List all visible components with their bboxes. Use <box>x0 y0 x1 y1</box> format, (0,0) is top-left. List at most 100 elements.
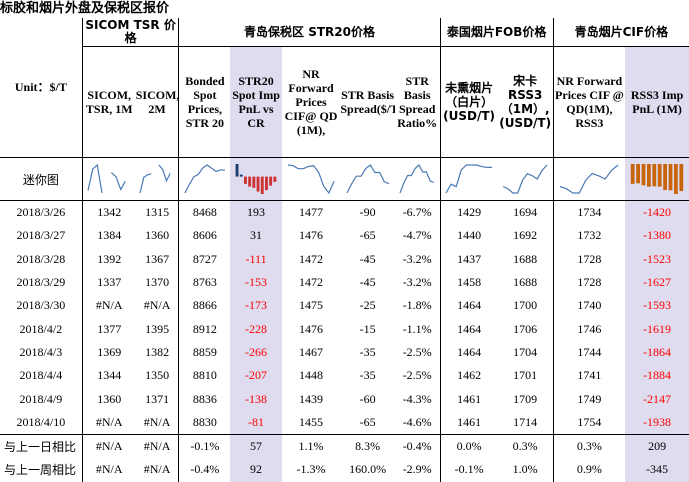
cell-c7: -1.1% <box>402 321 432 336</box>
summary-cell-c2: #N/A <box>143 462 171 477</box>
cell-c4: -173 <box>230 294 282 318</box>
cell-c4: -266 <box>230 340 282 365</box>
group-sicom: SICOM TSR 价格 <box>81 18 179 47</box>
cell-c1: 1392 <box>81 247 136 271</box>
summary-cell-c1: #N/A <box>81 458 136 482</box>
row-date: 2018/4/4 <box>19 368 63 383</box>
col-header-rss3-pnl: RSS3 Imp PnL (1M) <box>625 46 689 158</box>
bar-sparkline-c4 <box>230 157 282 201</box>
summary-cell-c10: 0.9% <box>552 458 626 482</box>
group-qingdao-str20: 青岛保税区 STR20价格 <box>178 18 441 47</box>
summary-cell-c6: 160.0% <box>349 462 387 477</box>
cell-c10: 1740 <box>552 294 626 318</box>
row-date: 2018/4/2 <box>19 321 63 336</box>
cell-c2: 1370 <box>145 275 170 290</box>
cell-c2: 1360 <box>145 228 170 243</box>
sparkline-bar <box>256 176 260 192</box>
cell-c6: -65 <box>340 410 395 435</box>
cell-c5: 1455 <box>281 410 341 435</box>
cell-c8: 1462 <box>439 364 498 388</box>
cell-c10: 1749 <box>552 387 626 411</box>
col-header-str20-pnl: STR20 Spot Imp PnL vs CR <box>230 46 282 158</box>
sparkline-path <box>399 164 435 194</box>
sparkline-c3 <box>178 157 231 201</box>
cell-c10: 1732 <box>552 224 626 248</box>
cell-c11: -1593 <box>625 294 689 318</box>
cell-c5: 1448 <box>299 368 324 383</box>
table-row: 2018/4/2 1377 1395 8912 -228 1476 -15 -1.1% 1464… <box>0 317 689 341</box>
table-row: 2018/3/28 1392 1367 8727 -111 1472 -45 -3.2% 143… <box>0 247 689 271</box>
cell-c11: -1627 <box>625 270 689 295</box>
cell-c1: 1360 <box>81 387 136 411</box>
cell-c6: -45 <box>359 251 376 266</box>
cell-c2: 1395 <box>145 321 170 336</box>
sparkline-bar <box>260 176 264 194</box>
cell-c3: 8810 <box>178 364 231 388</box>
col-header-str-basis-ratio: STR Basis Spread Ratio% <box>394 46 441 158</box>
cell-c6: -45 <box>359 275 376 290</box>
sparkline-c9 <box>497 157 554 201</box>
cell-c4: -81 <box>230 410 282 435</box>
cell-c4: -111 <box>230 247 282 271</box>
cell-c11: -2147 <box>625 387 689 411</box>
cell-c5: 1477 <box>299 205 324 220</box>
sparkline-bar <box>674 164 678 194</box>
cell-c3: 8859 <box>178 340 231 365</box>
table-row: 2018/4/10 #N/A #N/A 8830 -81 1455 -65 -4.6% 1461… <box>0 410 689 435</box>
cell-c4: -228 <box>230 317 282 341</box>
row-date: 2018/4/9 <box>19 391 63 406</box>
cell-c1: #N/A <box>81 294 136 318</box>
col-header-unsmoked-sheet: 未熏烟片（白片）(USD/T) <box>439 46 498 158</box>
cell-c3: 8866 <box>178 294 231 318</box>
cell-c7: -4.6% <box>394 410 441 435</box>
cell-c7: -4.3% <box>402 391 432 406</box>
cell-c8: 1464 <box>439 294 498 318</box>
cell-c4: -138 <box>230 387 282 411</box>
col-header-sicom-1m: SICOM, TSR, 1M <box>81 46 136 158</box>
sparkline-path <box>87 163 127 194</box>
cell-c2: 1382 <box>145 344 170 359</box>
table-row: 2018/4/9 1360 1371 8836 -138 1439 -60 -4.3% 1461… <box>0 387 689 411</box>
table-row: 2018/3/29 1337 1370 8763 -153 1472 -45 -3.2% 145… <box>0 270 689 295</box>
cell-c3: 8830 <box>178 410 231 435</box>
cell-c9: 1706 <box>513 321 538 336</box>
cell-c9: 1694 <box>513 205 538 220</box>
sparkline-bar <box>679 164 684 192</box>
cell-c8: 1464 <box>439 317 498 341</box>
cell-c3: 8763 <box>178 270 231 295</box>
cell-c5: 1475 <box>299 298 324 313</box>
sparkline-bar <box>269 176 273 186</box>
sparkline-bar <box>239 174 243 177</box>
cell-c8: 1464 <box>439 340 498 365</box>
sparkline-c2 <box>135 157 179 201</box>
summary-cell-c7: -2.9% <box>402 462 432 477</box>
cell-c6: -35 <box>359 344 376 359</box>
cell-c3: 8836 <box>178 387 231 411</box>
row-date: 2018/4/10 <box>0 410 83 435</box>
sparkline-path <box>346 164 389 194</box>
cell-c8: 1461 <box>439 410 498 435</box>
sparkline-c1 <box>81 157 136 201</box>
cell-c6: -90 <box>359 205 376 220</box>
summary-cell-c11: 209 <box>625 434 689 459</box>
sparkline-bar <box>668 164 673 191</box>
sparkline-path <box>184 164 225 194</box>
cell-c9: 1700 <box>513 298 538 313</box>
summary-cell-c4: 92 <box>230 458 282 482</box>
cell-c2: #N/A <box>135 410 179 435</box>
sparkline-bar <box>630 164 635 184</box>
bar-sparkline-c11 <box>625 157 689 201</box>
cell-c1: 1369 <box>81 340 136 365</box>
summary-cell-c9: 1.0% <box>512 462 538 477</box>
sparkline-path <box>287 164 335 195</box>
row-date: 2018/3/28 <box>16 251 66 266</box>
sparkline-c7 <box>394 157 441 201</box>
summary-cell-c3: -0.1% <box>178 434 231 459</box>
cell-c2: 1367 <box>145 251 170 266</box>
cell-c11: -1864 <box>625 340 689 365</box>
cell-c10: 1754 <box>552 410 626 435</box>
cell-c10: 1728 <box>552 247 626 271</box>
sparkline-path <box>139 164 171 194</box>
summary-label: 与上一日相比 <box>4 440 77 455</box>
cell-c11: -1884 <box>625 364 689 388</box>
